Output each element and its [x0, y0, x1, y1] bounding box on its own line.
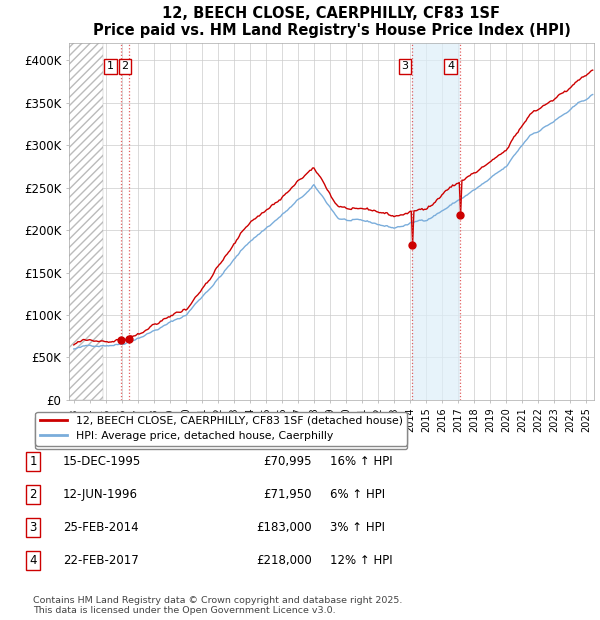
Text: 2: 2: [121, 61, 128, 71]
Title: 12, BEECH CLOSE, CAERPHILLY, CF83 1SF
Price paid vs. HM Land Registry's House Pr: 12, BEECH CLOSE, CAERPHILLY, CF83 1SF Pr…: [92, 6, 571, 38]
Text: 15-DEC-1995: 15-DEC-1995: [63, 456, 141, 468]
Text: 22-FEB-2017: 22-FEB-2017: [63, 554, 139, 567]
Text: 3% ↑ HPI: 3% ↑ HPI: [330, 521, 385, 534]
Bar: [412, 43, 460, 400]
Text: 16% ↑ HPI: 16% ↑ HPI: [330, 456, 392, 468]
Text: £218,000: £218,000: [256, 554, 312, 567]
Text: 4: 4: [29, 554, 37, 567]
Text: £183,000: £183,000: [256, 521, 312, 534]
Legend: 12, BEECH CLOSE, CAERPHILLY, CF83 1SF (detached house), HPI: Average price, deta: 12, BEECH CLOSE, CAERPHILLY, CF83 1SF (d…: [35, 412, 407, 446]
Text: 6% ↑ HPI: 6% ↑ HPI: [330, 489, 385, 501]
Text: 3: 3: [29, 521, 37, 534]
Text: 12-JUN-1996: 12-JUN-1996: [63, 489, 138, 501]
Text: 1: 1: [107, 61, 114, 71]
Text: £71,950: £71,950: [263, 489, 312, 501]
Text: 2: 2: [29, 489, 37, 501]
Legend: 12, BEECH CLOSE, CAERPHILLY, CF83 1SF (detached house), HPI: Average price, deta: 12, BEECH CLOSE, CAERPHILLY, CF83 1SF (d…: [35, 415, 407, 450]
Text: 3: 3: [401, 61, 409, 71]
Text: 25-FEB-2014: 25-FEB-2014: [63, 521, 139, 534]
Text: 1: 1: [29, 456, 37, 468]
Text: Contains HM Land Registry data © Crown copyright and database right 2025.
This d: Contains HM Land Registry data © Crown c…: [33, 596, 403, 615]
Text: £70,995: £70,995: [263, 456, 312, 468]
Text: 4: 4: [447, 61, 454, 71]
Bar: [69, 43, 103, 400]
Text: 12% ↑ HPI: 12% ↑ HPI: [330, 554, 392, 567]
